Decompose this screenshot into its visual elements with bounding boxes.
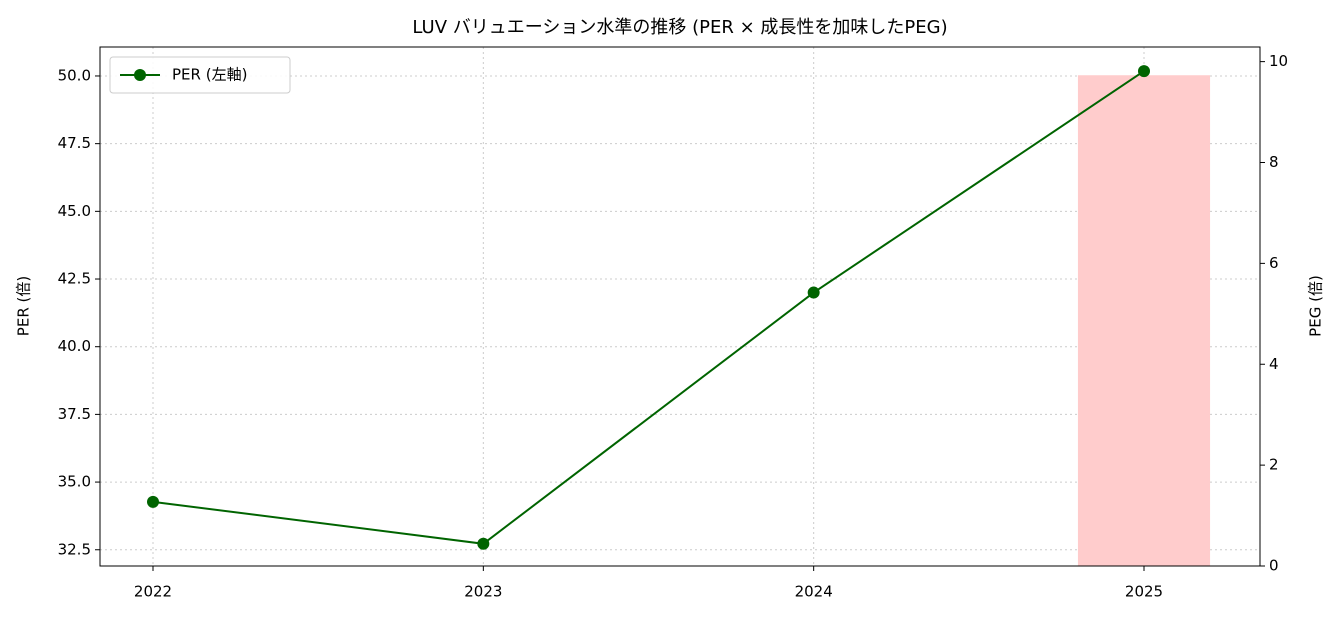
y-tick-label: 40.0 bbox=[58, 337, 91, 355]
marker bbox=[477, 537, 490, 550]
y-tick-label: 35.0 bbox=[58, 473, 91, 491]
y-axis-label: PER (倍) bbox=[15, 276, 33, 336]
x-tick-label: 2024 bbox=[795, 583, 833, 601]
chart-title: LUV バリュエーション水準の推移 (PER × 成長性を加味したPEG) bbox=[412, 17, 947, 38]
y-tick-label: 45.0 bbox=[58, 202, 91, 220]
legend-box bbox=[109, 56, 291, 94]
y-tick-label: 47.5 bbox=[58, 134, 91, 152]
y2-tick-label: 2 bbox=[1269, 456, 1279, 474]
plot-frame bbox=[99, 46, 1261, 567]
x-tick-label: 2025 bbox=[1125, 583, 1163, 601]
y2-tick-label: 10 bbox=[1269, 52, 1288, 70]
marker bbox=[1138, 65, 1150, 78]
legend-label: PER (左軸) bbox=[172, 66, 247, 84]
y-tick-label: 50.0 bbox=[58, 66, 91, 84]
x-tick-label: 2023 bbox=[464, 583, 502, 601]
bar bbox=[1077, 75, 1211, 566]
y-tick-label: 42.5 bbox=[58, 270, 91, 288]
marker bbox=[147, 495, 159, 508]
y-tick-label: 37.5 bbox=[58, 405, 91, 423]
x-tick-label: 2022 bbox=[134, 583, 172, 601]
y2-tick-label: 6 bbox=[1269, 254, 1279, 272]
marker bbox=[807, 286, 820, 299]
y2-axis-label: PEG (倍) bbox=[1307, 275, 1325, 337]
y2-tick-label: 4 bbox=[1269, 355, 1279, 373]
y2-tick-label: 0 bbox=[1269, 557, 1279, 575]
legend-marker bbox=[134, 69, 146, 81]
y-tick-label: 32.5 bbox=[58, 540, 91, 558]
line bbox=[152, 70, 1145, 545]
y2-tick-label: 8 bbox=[1269, 153, 1279, 171]
